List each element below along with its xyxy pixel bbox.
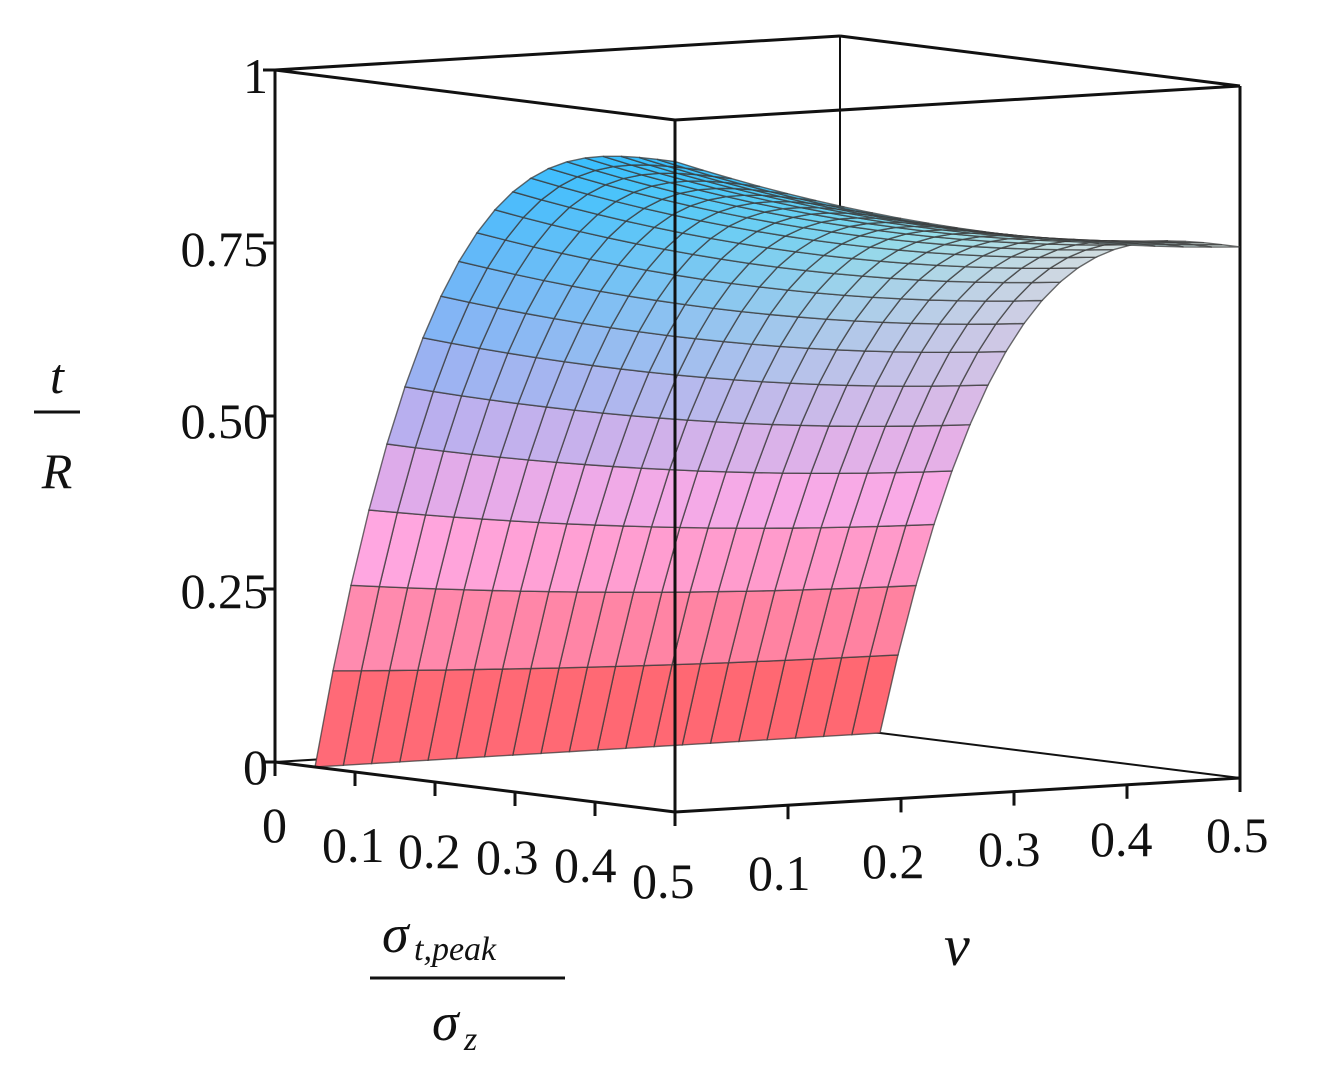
svg-text:t,peak: t,peak (414, 931, 497, 968)
z-axis-label: t R (34, 348, 80, 499)
z-tick-label: 0 (243, 739, 268, 795)
box-edge (274, 34, 841, 72)
z-tick-label: 0.25 (181, 563, 269, 619)
x-tick-label: 0 (262, 797, 287, 853)
box-edge (274, 760, 676, 814)
x-tick-label: 0.1 (322, 817, 385, 873)
box-edge (674, 84, 1241, 122)
y-tick-label: 0.4 (1090, 811, 1153, 867)
surface-mesh (314, 155, 1241, 768)
box-edge (674, 776, 1241, 814)
x-tick-label: 0.2 (398, 823, 461, 879)
box-edge (839, 727, 1241, 779)
box-edge (274, 68, 676, 122)
x-tick-label: 0.4 (554, 837, 617, 893)
axis-ticks (263, 68, 1242, 826)
svg-text:σ: σ (432, 992, 461, 1052)
x-tick-label: 0.5 (632, 853, 695, 909)
z-tick-label: 0.75 (181, 221, 269, 277)
y-tick-label: 0.5 (1206, 807, 1269, 863)
svg-text:t: t (50, 348, 65, 404)
svg-text:z: z (463, 1021, 477, 1058)
x-axis-label: σ t,peak σ z (370, 904, 565, 1058)
svg-text:R: R (41, 443, 73, 499)
box-edge (839, 34, 1241, 88)
y-axis-label: ν (944, 913, 970, 978)
bounding-box-front (274, 84, 1241, 814)
y-tick-label: 0.2 (862, 833, 925, 889)
y-tick-label: 0.1 (748, 845, 811, 901)
svg-text:σ: σ (382, 904, 411, 964)
x-tick-label: 0.3 (476, 829, 539, 885)
y-tick-label: 0.3 (978, 821, 1041, 877)
z-tick-label: 0.50 (181, 393, 269, 449)
z-tick-label: 1 (243, 48, 268, 104)
